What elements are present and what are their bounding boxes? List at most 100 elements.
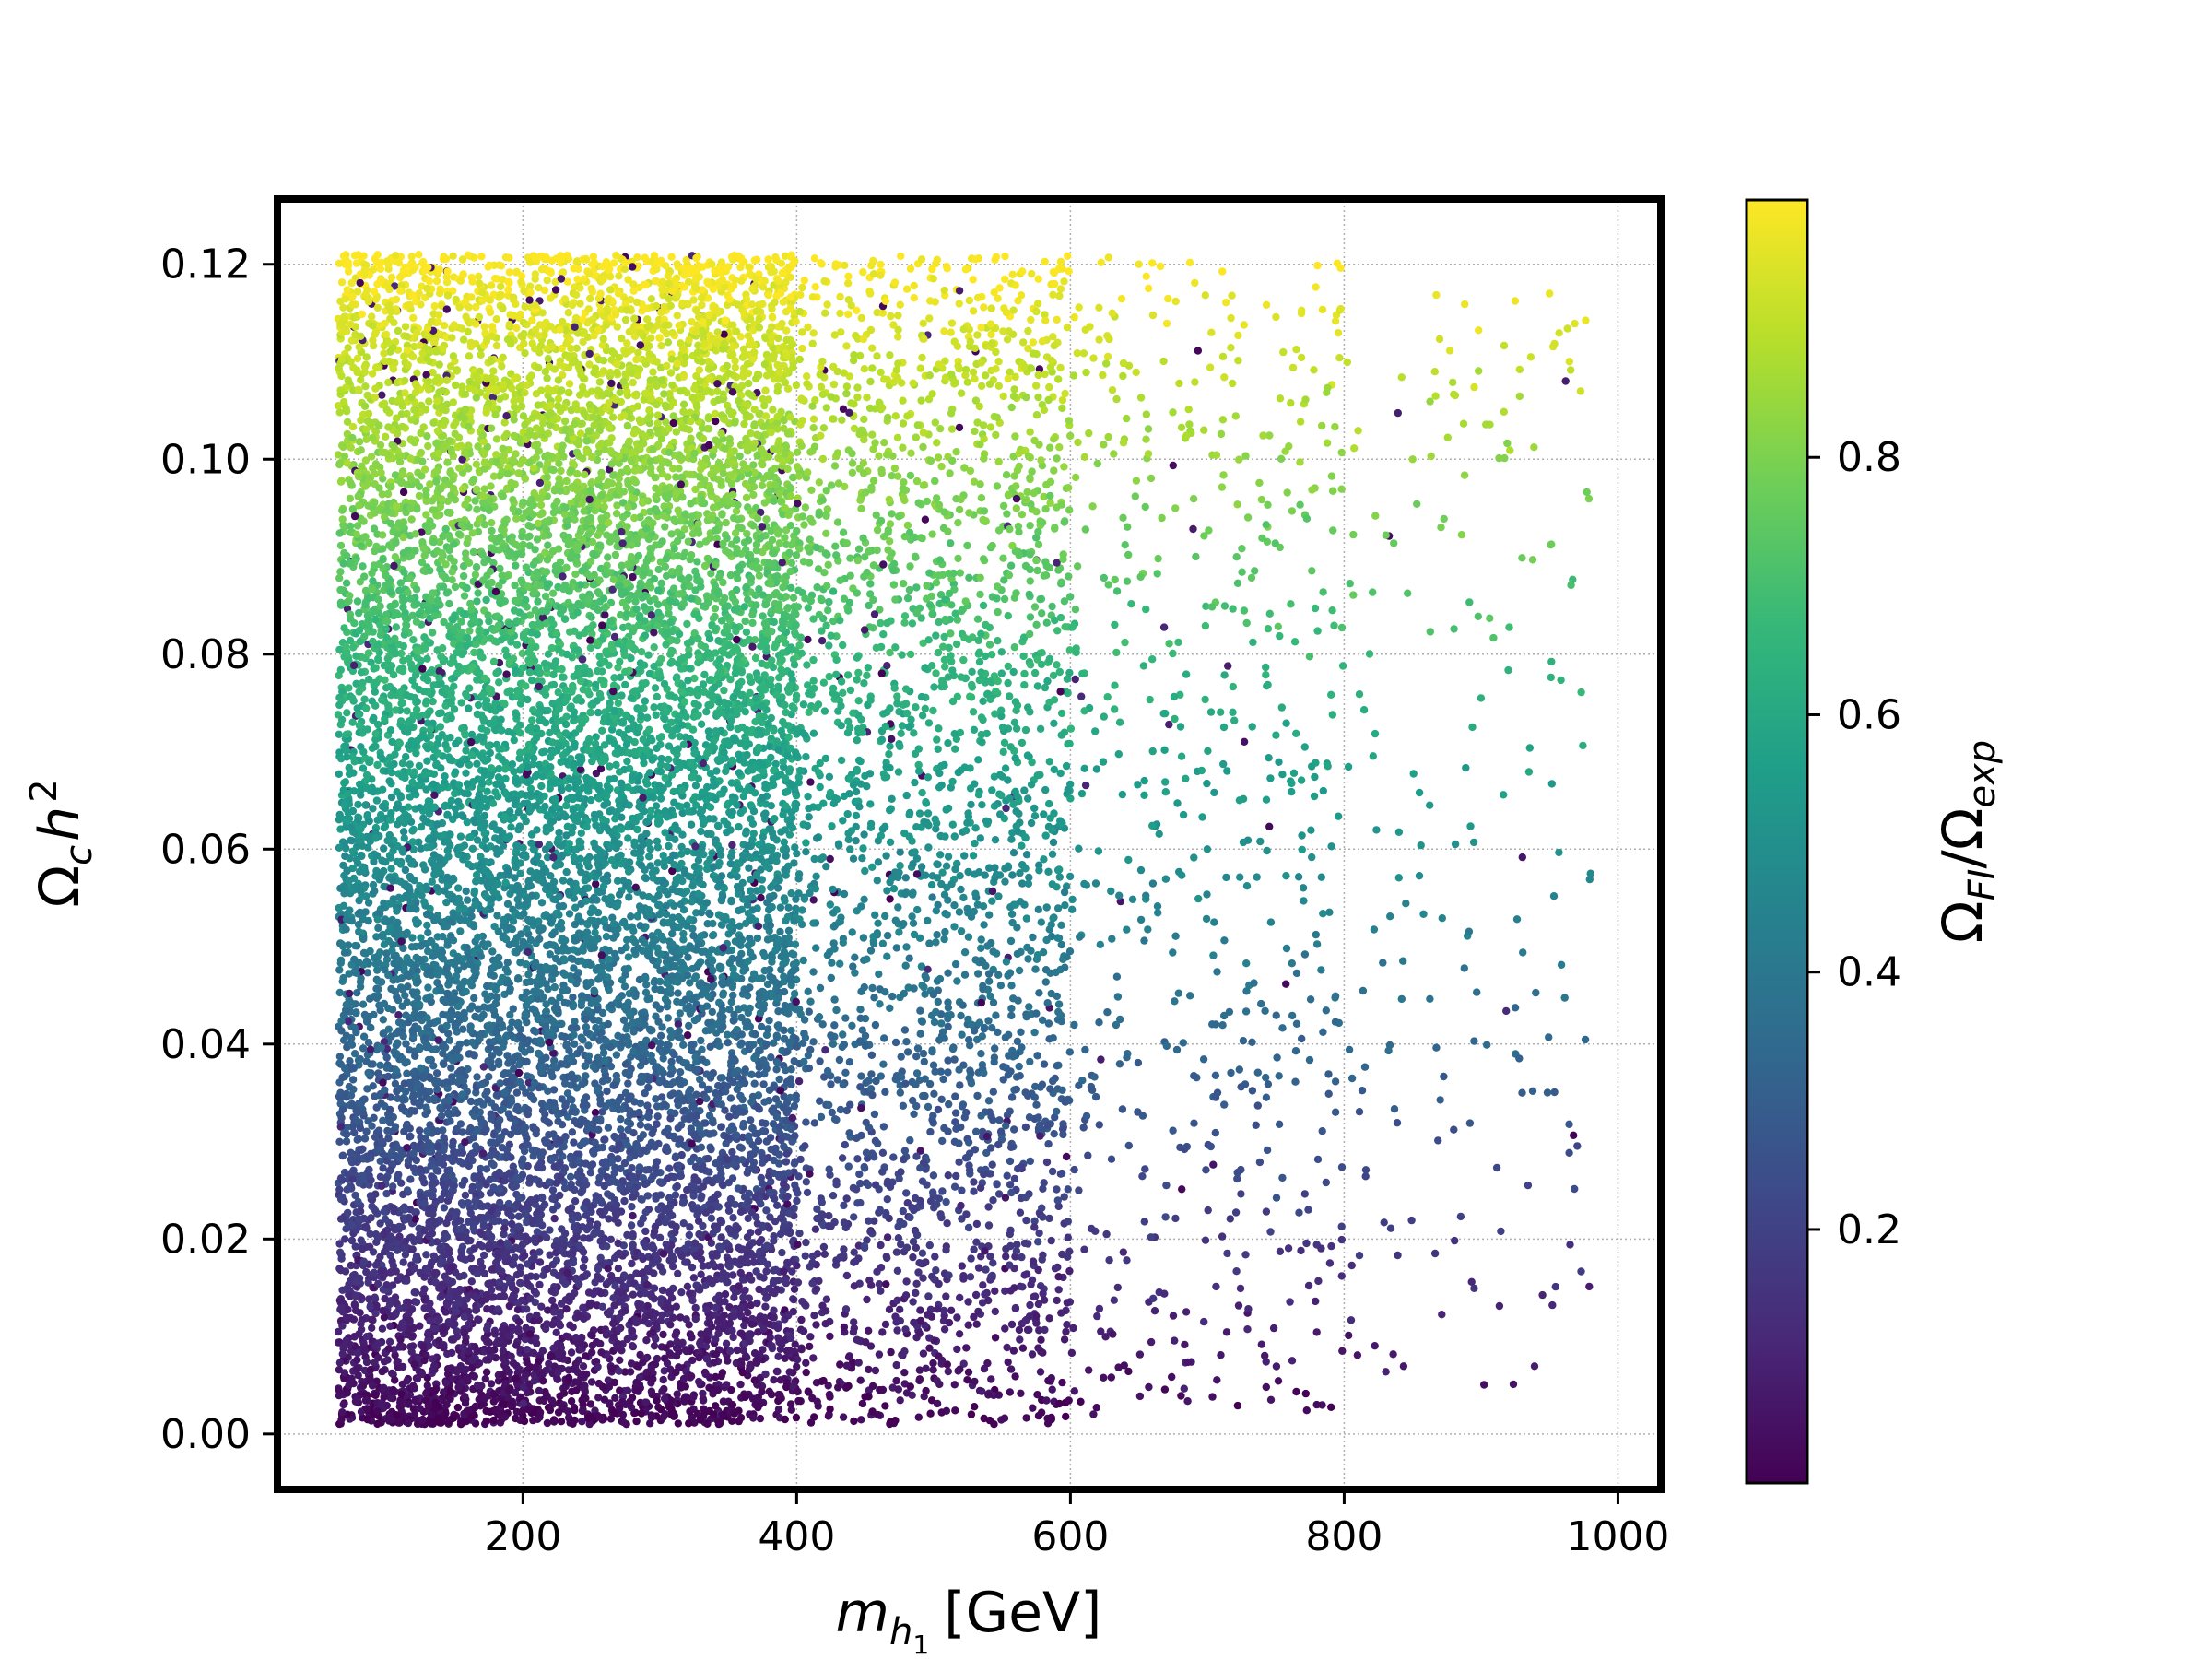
scatter-point <box>413 599 421 608</box>
scatter-point <box>450 321 458 329</box>
scatter-point <box>422 818 430 826</box>
scatter-point <box>359 1244 367 1253</box>
scatter-point <box>487 281 496 289</box>
scatter-point <box>401 376 409 385</box>
scatter-point <box>460 592 469 600</box>
scatter-point <box>418 1343 428 1351</box>
scatter-point <box>435 674 443 682</box>
scatter-point <box>514 1244 524 1253</box>
scatter-point <box>379 1306 387 1315</box>
scatter-point <box>439 445 448 453</box>
scatter-point <box>494 773 503 782</box>
scatter-point <box>408 291 418 300</box>
scatter-point <box>367 1214 375 1222</box>
scatter-point <box>420 1179 429 1187</box>
scatter-point <box>353 522 362 530</box>
scatter-point <box>362 425 371 434</box>
scatter-point <box>347 443 355 452</box>
scatter-point <box>394 259 404 267</box>
scatter-point <box>343 459 351 467</box>
scatter-point <box>475 1315 483 1324</box>
scatter-point <box>480 558 488 567</box>
scatter-point <box>502 484 512 492</box>
scatter-point <box>411 1395 419 1405</box>
scatter-point <box>481 835 490 843</box>
scatter-point <box>393 1050 401 1058</box>
scatter-point <box>371 1309 380 1318</box>
scatter-point <box>419 643 429 652</box>
scatter-point <box>360 402 370 410</box>
scatter-point <box>417 1192 425 1200</box>
scatter-point <box>369 1248 378 1256</box>
scatter-point <box>435 667 443 676</box>
scatter-point <box>351 1191 359 1200</box>
scatter-point <box>440 1060 448 1069</box>
scatter-point <box>366 1192 375 1200</box>
scatter-point <box>359 1382 368 1390</box>
scatter-point <box>475 272 483 280</box>
scatter-point <box>496 564 504 572</box>
scatter-point <box>405 1400 413 1408</box>
scatter-point <box>441 740 450 749</box>
scatter-point <box>465 684 474 692</box>
scatter-point <box>510 396 518 406</box>
scatter-point <box>391 987 400 996</box>
scatter-point <box>385 1118 394 1127</box>
scatter-point <box>380 1393 388 1402</box>
scatter-point <box>505 320 513 329</box>
scatter-point <box>469 547 477 557</box>
scatter-point <box>395 739 404 747</box>
scatter-point <box>430 791 439 799</box>
scatter-point <box>417 429 425 438</box>
scatter-point <box>371 1359 379 1367</box>
scatter-point <box>339 442 347 452</box>
scatter-point <box>381 714 389 724</box>
scatter-point <box>434 1142 442 1150</box>
scatter-point <box>407 1347 416 1357</box>
scatter-point <box>348 1175 357 1183</box>
scatter-point <box>385 1300 394 1309</box>
scatter-point <box>347 1341 355 1349</box>
scatter-point <box>477 350 485 359</box>
scatter-point <box>392 538 400 547</box>
scatter-point <box>370 524 379 533</box>
scatter-point <box>378 490 386 499</box>
scatter-point <box>393 429 402 438</box>
scatter-point <box>369 628 377 636</box>
scatter-point <box>361 382 370 391</box>
scatter-point <box>402 620 410 629</box>
scatter-point <box>371 1261 381 1269</box>
scatter-point <box>463 896 472 904</box>
scatter-point <box>486 748 494 758</box>
scatter-point <box>430 1386 440 1395</box>
scatter-point <box>339 559 347 568</box>
scatter-point <box>516 395 524 404</box>
scatter-point <box>364 298 373 306</box>
scatter-point <box>392 706 400 714</box>
scatter-point <box>506 889 514 898</box>
scatter-point <box>398 1380 406 1389</box>
scatter-point <box>446 734 454 742</box>
scatter-point <box>443 941 452 949</box>
scatter-point <box>358 310 366 319</box>
scatter-point <box>373 760 382 770</box>
scatter-point <box>453 1307 461 1316</box>
scatter-point <box>368 322 377 330</box>
scatter-point <box>420 771 429 779</box>
scatter-point <box>473 485 481 493</box>
scatter-point <box>359 729 367 737</box>
scatter-point <box>353 1349 362 1358</box>
scatter-point <box>499 1042 507 1052</box>
scatter-point <box>486 497 494 505</box>
scatter-point <box>374 1279 382 1288</box>
scatter-point <box>408 838 417 846</box>
scatter-point <box>360 632 369 641</box>
scatter-point <box>451 1320 459 1328</box>
scatter-point <box>486 1279 495 1288</box>
scatter-point <box>507 1098 516 1106</box>
scatter-point <box>485 617 493 626</box>
scatter-point <box>430 746 439 754</box>
scatter-point <box>366 1023 375 1032</box>
scatter-point <box>498 1400 506 1408</box>
scatter-point <box>511 581 519 590</box>
